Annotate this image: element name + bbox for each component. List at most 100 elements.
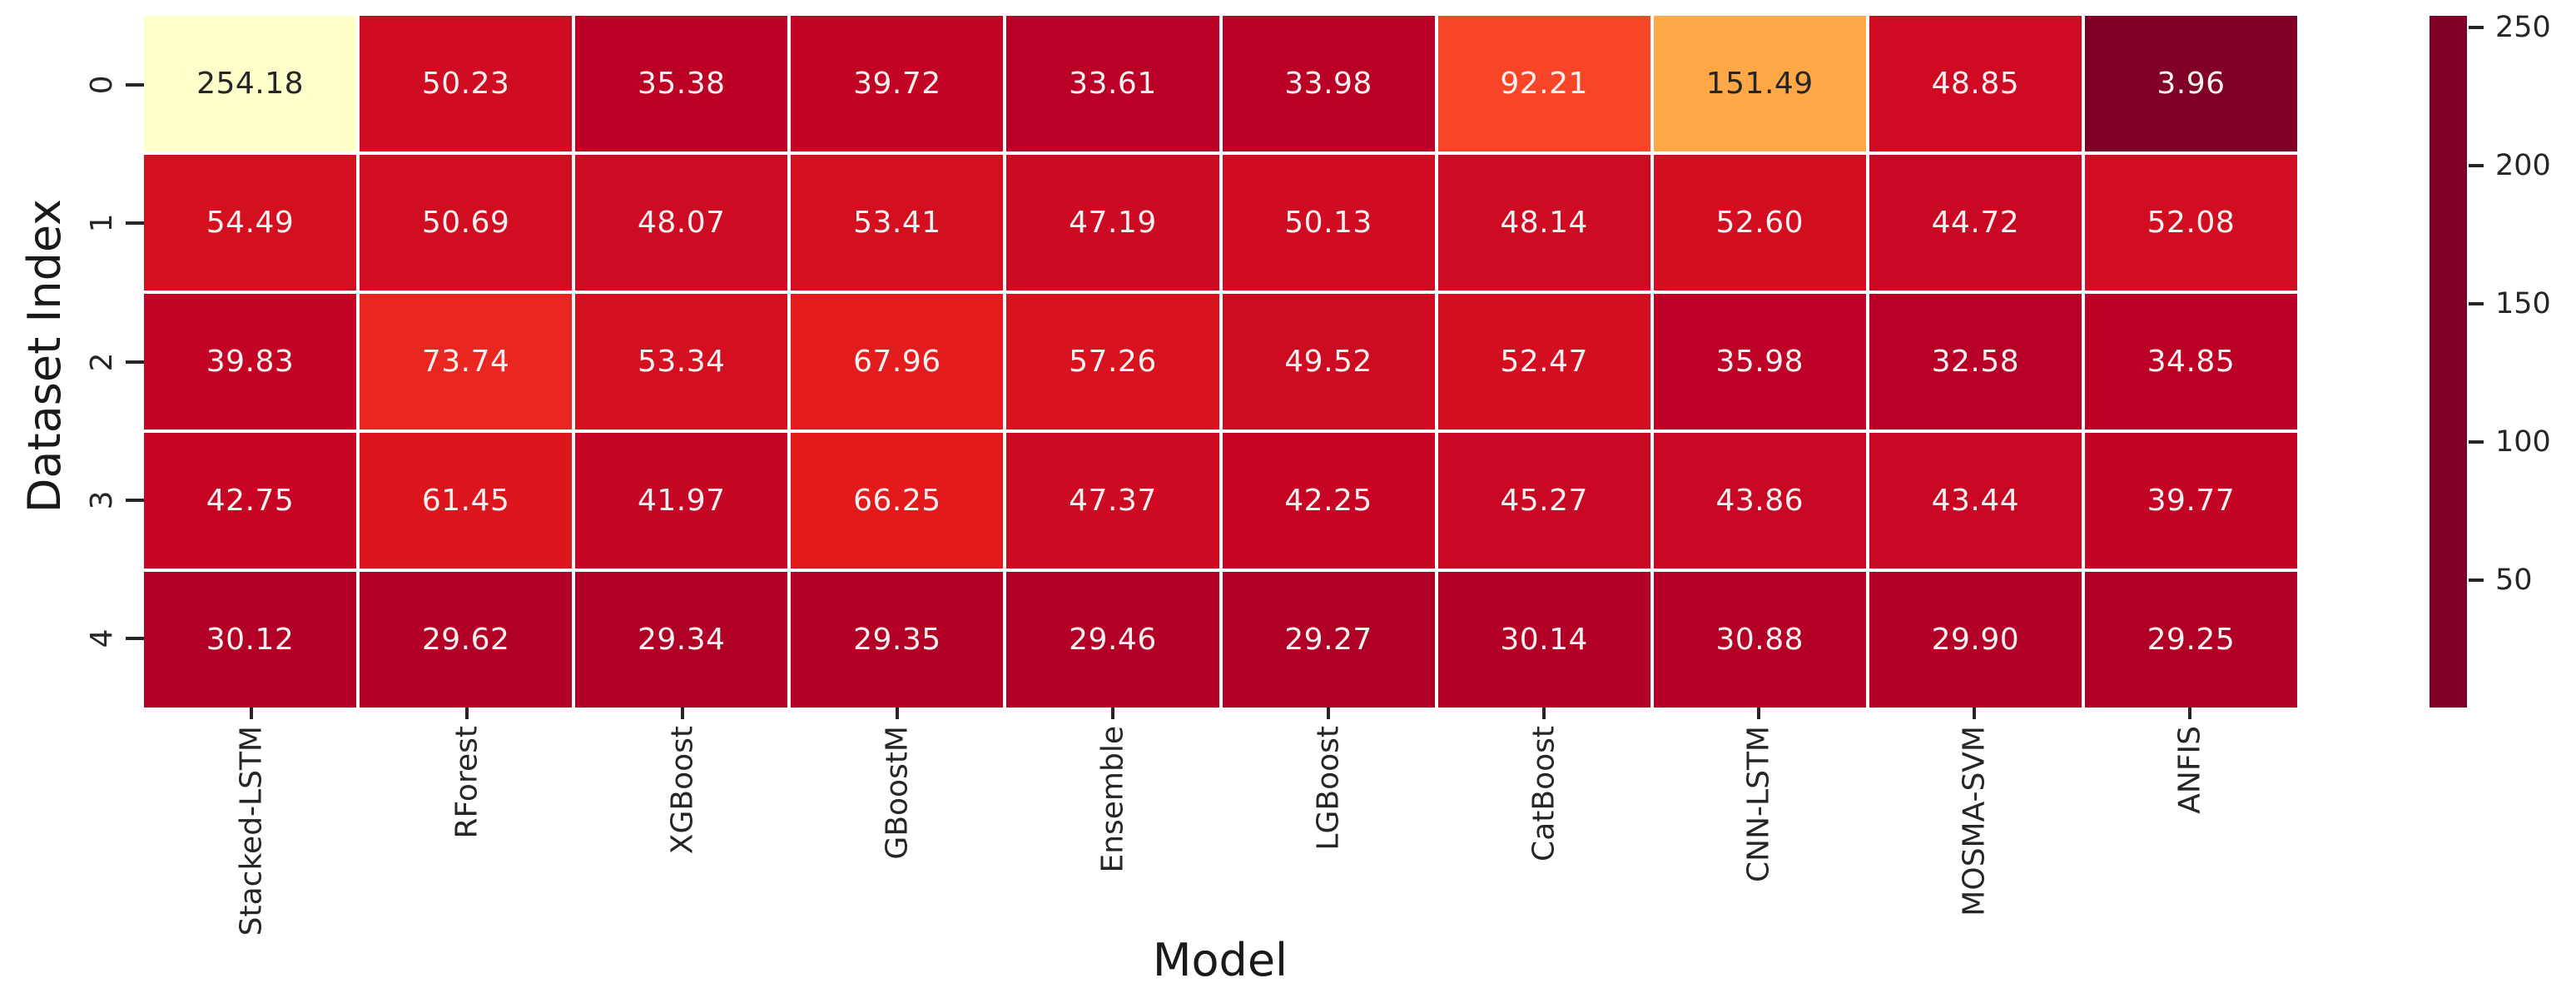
x-tick-mark (1111, 708, 1115, 719)
heatmap-cell-value: 39.83 (206, 344, 295, 379)
heatmap-cell-4-XGBoost: 29.34 (575, 572, 788, 708)
heatmap-cell-value: 39.72 (853, 66, 941, 101)
heatmap-cell-4-GBoostM: 29.35 (791, 572, 1004, 708)
heatmap-grid: 254.18 50.23 35.38 39.72 33.61 33.98 92.21 151.… (144, 16, 2297, 708)
y-tick-label-text: 3 (85, 490, 119, 510)
heatmap-cell-value: 42.25 (1284, 483, 1372, 518)
heatmap-cell-2-Ensemble: 57.26 (1006, 294, 1219, 430)
heatmap-cell-2-CatBoost: 52.47 (1437, 294, 1650, 430)
heatmap-cell-2-GBoostM: 67.96 (791, 294, 1004, 430)
heatmap-cell-1-CNN-LSTM: 52.60 (1653, 155, 1866, 290)
heatmap-cell-value: 35.38 (637, 66, 726, 101)
heatmap-cell-3-RForest: 61.45 (360, 433, 573, 569)
heatmap-cell-value: 48.85 (1931, 66, 2020, 101)
heatmap-cell-0-CatBoost: 92.21 (1437, 16, 1650, 151)
heatmap-cell-value: 30.14 (1500, 622, 1588, 657)
heatmap-cell-2-ANFIS: 34.85 (2084, 294, 2297, 430)
heatmap-cell-0-Ensemble: 33.61 (1006, 16, 1219, 151)
x-tick-mark (896, 708, 900, 719)
y-tick-label: 0 (85, 68, 119, 102)
x-tick-label-text: GBoostM (880, 726, 915, 860)
heatmap-cell-1-XGBoost: 48.07 (575, 155, 788, 290)
x-tick-label: RForest (450, 726, 484, 847)
heatmap-cell-value: 33.98 (1284, 66, 1372, 101)
heatmap-cell-3-CNN-LSTM: 43.86 (1653, 433, 1866, 569)
heatmap-cell-0-GBoostM: 39.72 (791, 16, 1004, 151)
heatmap-cell-value: 57.26 (1069, 344, 1157, 379)
heatmap-cell-value: 67.96 (853, 344, 941, 379)
heatmap-cell-value: 52.60 (1715, 205, 1804, 240)
x-tick-mark (1972, 708, 1976, 719)
x-tick-label-text: CNN-LSTM (1741, 726, 1776, 882)
heatmap-cell-value: 49.52 (1284, 344, 1372, 379)
heatmap-cell-3-GBoostM: 66.25 (791, 433, 1004, 569)
heatmap-cell-1-MOSMA-SVM: 44.72 (1869, 155, 2082, 290)
heatmap-cell-1-LGBoost: 50.13 (1222, 155, 1435, 290)
heatmap-cell-value: 53.41 (853, 205, 941, 240)
x-tick-mark (1326, 708, 1330, 719)
colorbar (2430, 16, 2467, 708)
y-tick-mark (126, 636, 144, 640)
heatmap-cell-value: 61.45 (421, 483, 510, 518)
heatmap-cell-4-LGBoost: 29.27 (1222, 572, 1435, 708)
heatmap-cell-value: 43.44 (1931, 483, 2020, 518)
heatmap-cell-value: 29.34 (637, 622, 726, 657)
heatmap-cell-3-Stacked-LSTM: 42.75 (144, 433, 357, 569)
heatmap-cell-4-ANFIS: 29.25 (2084, 572, 2297, 708)
heatmap-cell-2-Stacked-LSTM: 39.83 (144, 294, 357, 430)
x-axis-label: Model (1153, 934, 1288, 986)
heatmap-cell-value: 52.47 (1500, 344, 1588, 379)
heatmap-cell-value: 50.23 (421, 66, 510, 101)
heatmap-cell-value: 3.96 (2157, 66, 2226, 101)
x-tick-label: ANFIS (2172, 726, 2206, 822)
x-tick-label-text: Stacked-LSTM (234, 726, 269, 936)
x-tick-mark (680, 708, 684, 719)
heatmap-cell-0-LGBoost: 33.98 (1222, 16, 1435, 151)
y-tick-mark (126, 83, 144, 87)
colorbar-tick-label: 150 (2495, 286, 2551, 320)
x-tick-label-text: RForest (449, 726, 484, 839)
heatmap-cell-value: 34.85 (2147, 344, 2236, 379)
colorbar-tick-mark (2469, 163, 2484, 167)
heatmap-cell-2-CNN-LSTM: 35.98 (1653, 294, 1866, 430)
colorbar-tick-mark (2469, 578, 2484, 583)
x-tick-label: LGBoost (1311, 726, 1345, 858)
y-tick-label-text: 0 (85, 75, 119, 95)
heatmap-cell-2-MOSMA-SVM: 32.58 (1869, 294, 2082, 430)
heatmap-cell-2-XGBoost: 53.34 (575, 294, 788, 430)
heatmap-cell-value: 41.97 (637, 483, 726, 518)
heatmap-cell-value: 54.49 (206, 205, 295, 240)
heatmap-cell-value: 42.75 (206, 483, 295, 518)
heatmap-cell-value: 29.27 (1284, 622, 1372, 657)
heatmap-cell-3-XGBoost: 41.97 (575, 433, 788, 569)
heatmap-cell-4-Ensemble: 29.46 (1006, 572, 1219, 708)
heatmap-cell-value: 66.25 (853, 483, 941, 518)
heatmap-cell-value: 29.90 (1931, 622, 2020, 657)
colorbar-tick-label: 100 (2495, 425, 2551, 459)
heatmap-cell-value: 48.14 (1500, 205, 1588, 240)
heatmap-cell-1-Ensemble: 47.19 (1006, 155, 1219, 290)
heatmap-cell-value: 45.27 (1500, 483, 1588, 518)
heatmap-cell-1-GBoostM: 53.41 (791, 155, 1004, 290)
y-tick-mark (126, 498, 144, 502)
x-axis-label-text: Model (1152, 934, 1288, 986)
colorbar-tick-label: 50 (2495, 564, 2533, 598)
heatmap-cell-value: 32.58 (1931, 344, 2020, 379)
heatmap-cell-1-CatBoost: 48.14 (1437, 155, 1650, 290)
heatmap-cell-value: 47.19 (1069, 205, 1157, 240)
heatmap-cell-value: 50.13 (1284, 205, 1372, 240)
x-tick-label-text: CatBoost (1526, 726, 1561, 861)
x-tick-label: CatBoost (1526, 726, 1561, 869)
colorbar-tick-mark (2469, 25, 2484, 29)
x-tick-label-text: XGBoost (665, 726, 700, 855)
x-tick-label: CNN-LSTM (1742, 726, 1776, 890)
y-tick-mark (126, 221, 144, 226)
x-tick-mark (465, 708, 469, 719)
heatmap-cell-3-MOSMA-SVM: 43.44 (1869, 433, 2082, 569)
colorbar-tick-mark (2469, 440, 2484, 444)
heatmap-cell-3-Ensemble: 47.37 (1006, 433, 1219, 569)
x-tick-mark (2187, 708, 2191, 719)
heatmap-cell-0-MOSMA-SVM: 48.85 (1869, 16, 2082, 151)
heatmap-cell-value: 48.07 (637, 205, 726, 240)
